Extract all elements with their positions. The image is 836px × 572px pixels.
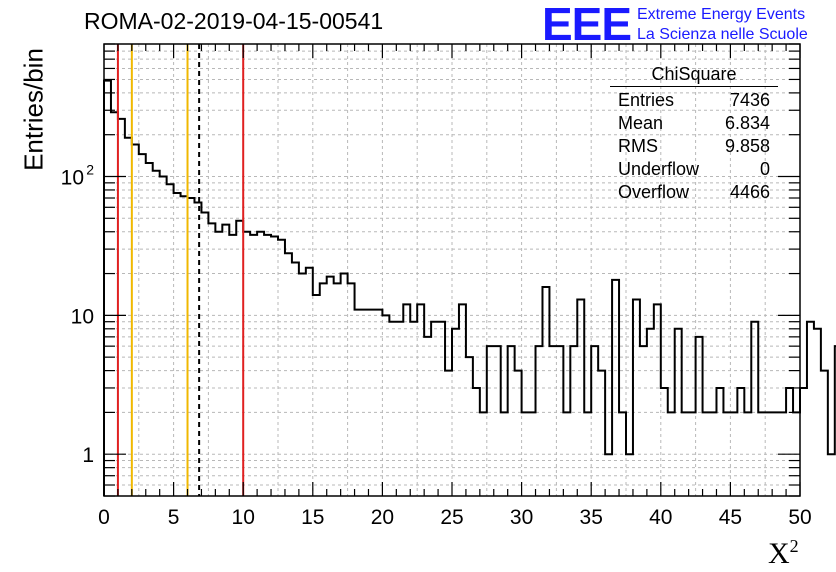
- logo-line-2: La Scienza nelle Scuole: [637, 26, 808, 43]
- x-tick-label: 20: [371, 506, 394, 529]
- stats-label: Entries: [618, 90, 675, 110]
- y-tick-label: 1: [82, 444, 94, 467]
- histogram-series: [103, 79, 836, 496]
- run-title: ROMA-02-2019-04-15-00541: [84, 8, 384, 34]
- stats-label: Underflow: [618, 159, 700, 179]
- stats-title: ChiSquare: [610, 64, 778, 87]
- x-tick-label: 0: [98, 506, 110, 529]
- x-tick-label: 10: [232, 506, 255, 529]
- stats-row-entries: Entries 7436: [610, 89, 778, 112]
- stats-row-underflow: Underflow 0: [610, 158, 778, 181]
- x-axis-label-base: X: [768, 537, 790, 570]
- y-axis-label: Entries/bin: [18, 48, 49, 171]
- stats-label: Mean: [618, 113, 664, 133]
- y-tick-label: 10: [71, 305, 94, 328]
- y-tick-label-sup: 2: [86, 161, 94, 177]
- x-axis-label: X2: [768, 536, 799, 571]
- stats-label: Overflow: [618, 182, 690, 202]
- x-tick-label: 15: [301, 506, 324, 529]
- x-tick-label: 30: [510, 506, 533, 529]
- x-tick-label: 25: [440, 506, 463, 529]
- stats-value: 4466: [729, 182, 770, 202]
- x-tick-label: 50: [788, 506, 811, 529]
- x-axis-label-sup: 2: [789, 536, 799, 556]
- stats-value: 0: [759, 159, 770, 179]
- stats-row-rms: RMS 9.858: [610, 135, 778, 158]
- stats-value: 9.858: [724, 136, 770, 156]
- x-tick-label: 5: [168, 506, 180, 529]
- stats-value: 7436: [729, 90, 770, 110]
- stats-row-mean: Mean 6.834: [610, 112, 778, 135]
- stats-row-overflow: Overflow 4466: [610, 181, 778, 204]
- stats-value: 6.834: [724, 113, 770, 133]
- x-tick-label: 45: [719, 506, 742, 529]
- logo-line-1: Extreme Energy Events: [637, 6, 806, 23]
- y-tick-label: 10: [61, 166, 84, 189]
- x-tick-label: 35: [580, 506, 603, 529]
- x-tick-label: 40: [649, 506, 672, 529]
- stats-box: ChiSquare Entries 7436 Mean 6.834 RMS 9.858…: [610, 64, 778, 204]
- stats-label: RMS: [618, 136, 658, 156]
- eee-logo: EEE: [542, 0, 632, 50]
